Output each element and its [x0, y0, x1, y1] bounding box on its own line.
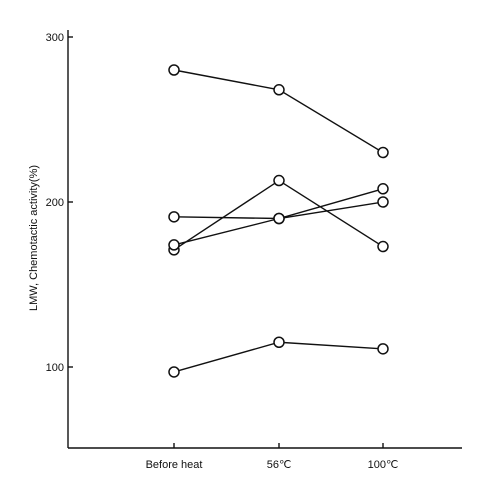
axes	[67, 30, 462, 449]
x-tick-label: Before heat	[146, 459, 203, 471]
y-tick-label: 200	[46, 197, 64, 209]
y-axis-title: LMW, Chemotactic activity(%)	[28, 165, 40, 311]
series-4-point	[377, 196, 389, 208]
series-1-point	[377, 146, 389, 159]
series-3-point	[377, 240, 389, 253]
series-3-point	[273, 174, 285, 187]
series-5-point	[273, 336, 285, 348]
series-group	[168, 64, 389, 378]
series-2-point	[377, 183, 389, 195]
x-tick-label: 56℃	[267, 459, 292, 471]
series-4-point	[273, 212, 285, 225]
series-2-point	[168, 211, 180, 223]
series-5-point	[168, 366, 180, 378]
series-1-point	[273, 84, 285, 96]
series-1-point	[168, 64, 180, 76]
y-tick-label: 300	[46, 32, 64, 44]
ticks: 100 200 300 Before heat 56℃ 100℃	[46, 32, 399, 471]
series-4-point	[168, 239, 180, 251]
y-tick-label: 100	[46, 362, 64, 374]
series-1-line	[173, 69, 384, 154]
series-5-point	[377, 343, 389, 355]
x-tick-label: 100℃	[368, 459, 399, 471]
